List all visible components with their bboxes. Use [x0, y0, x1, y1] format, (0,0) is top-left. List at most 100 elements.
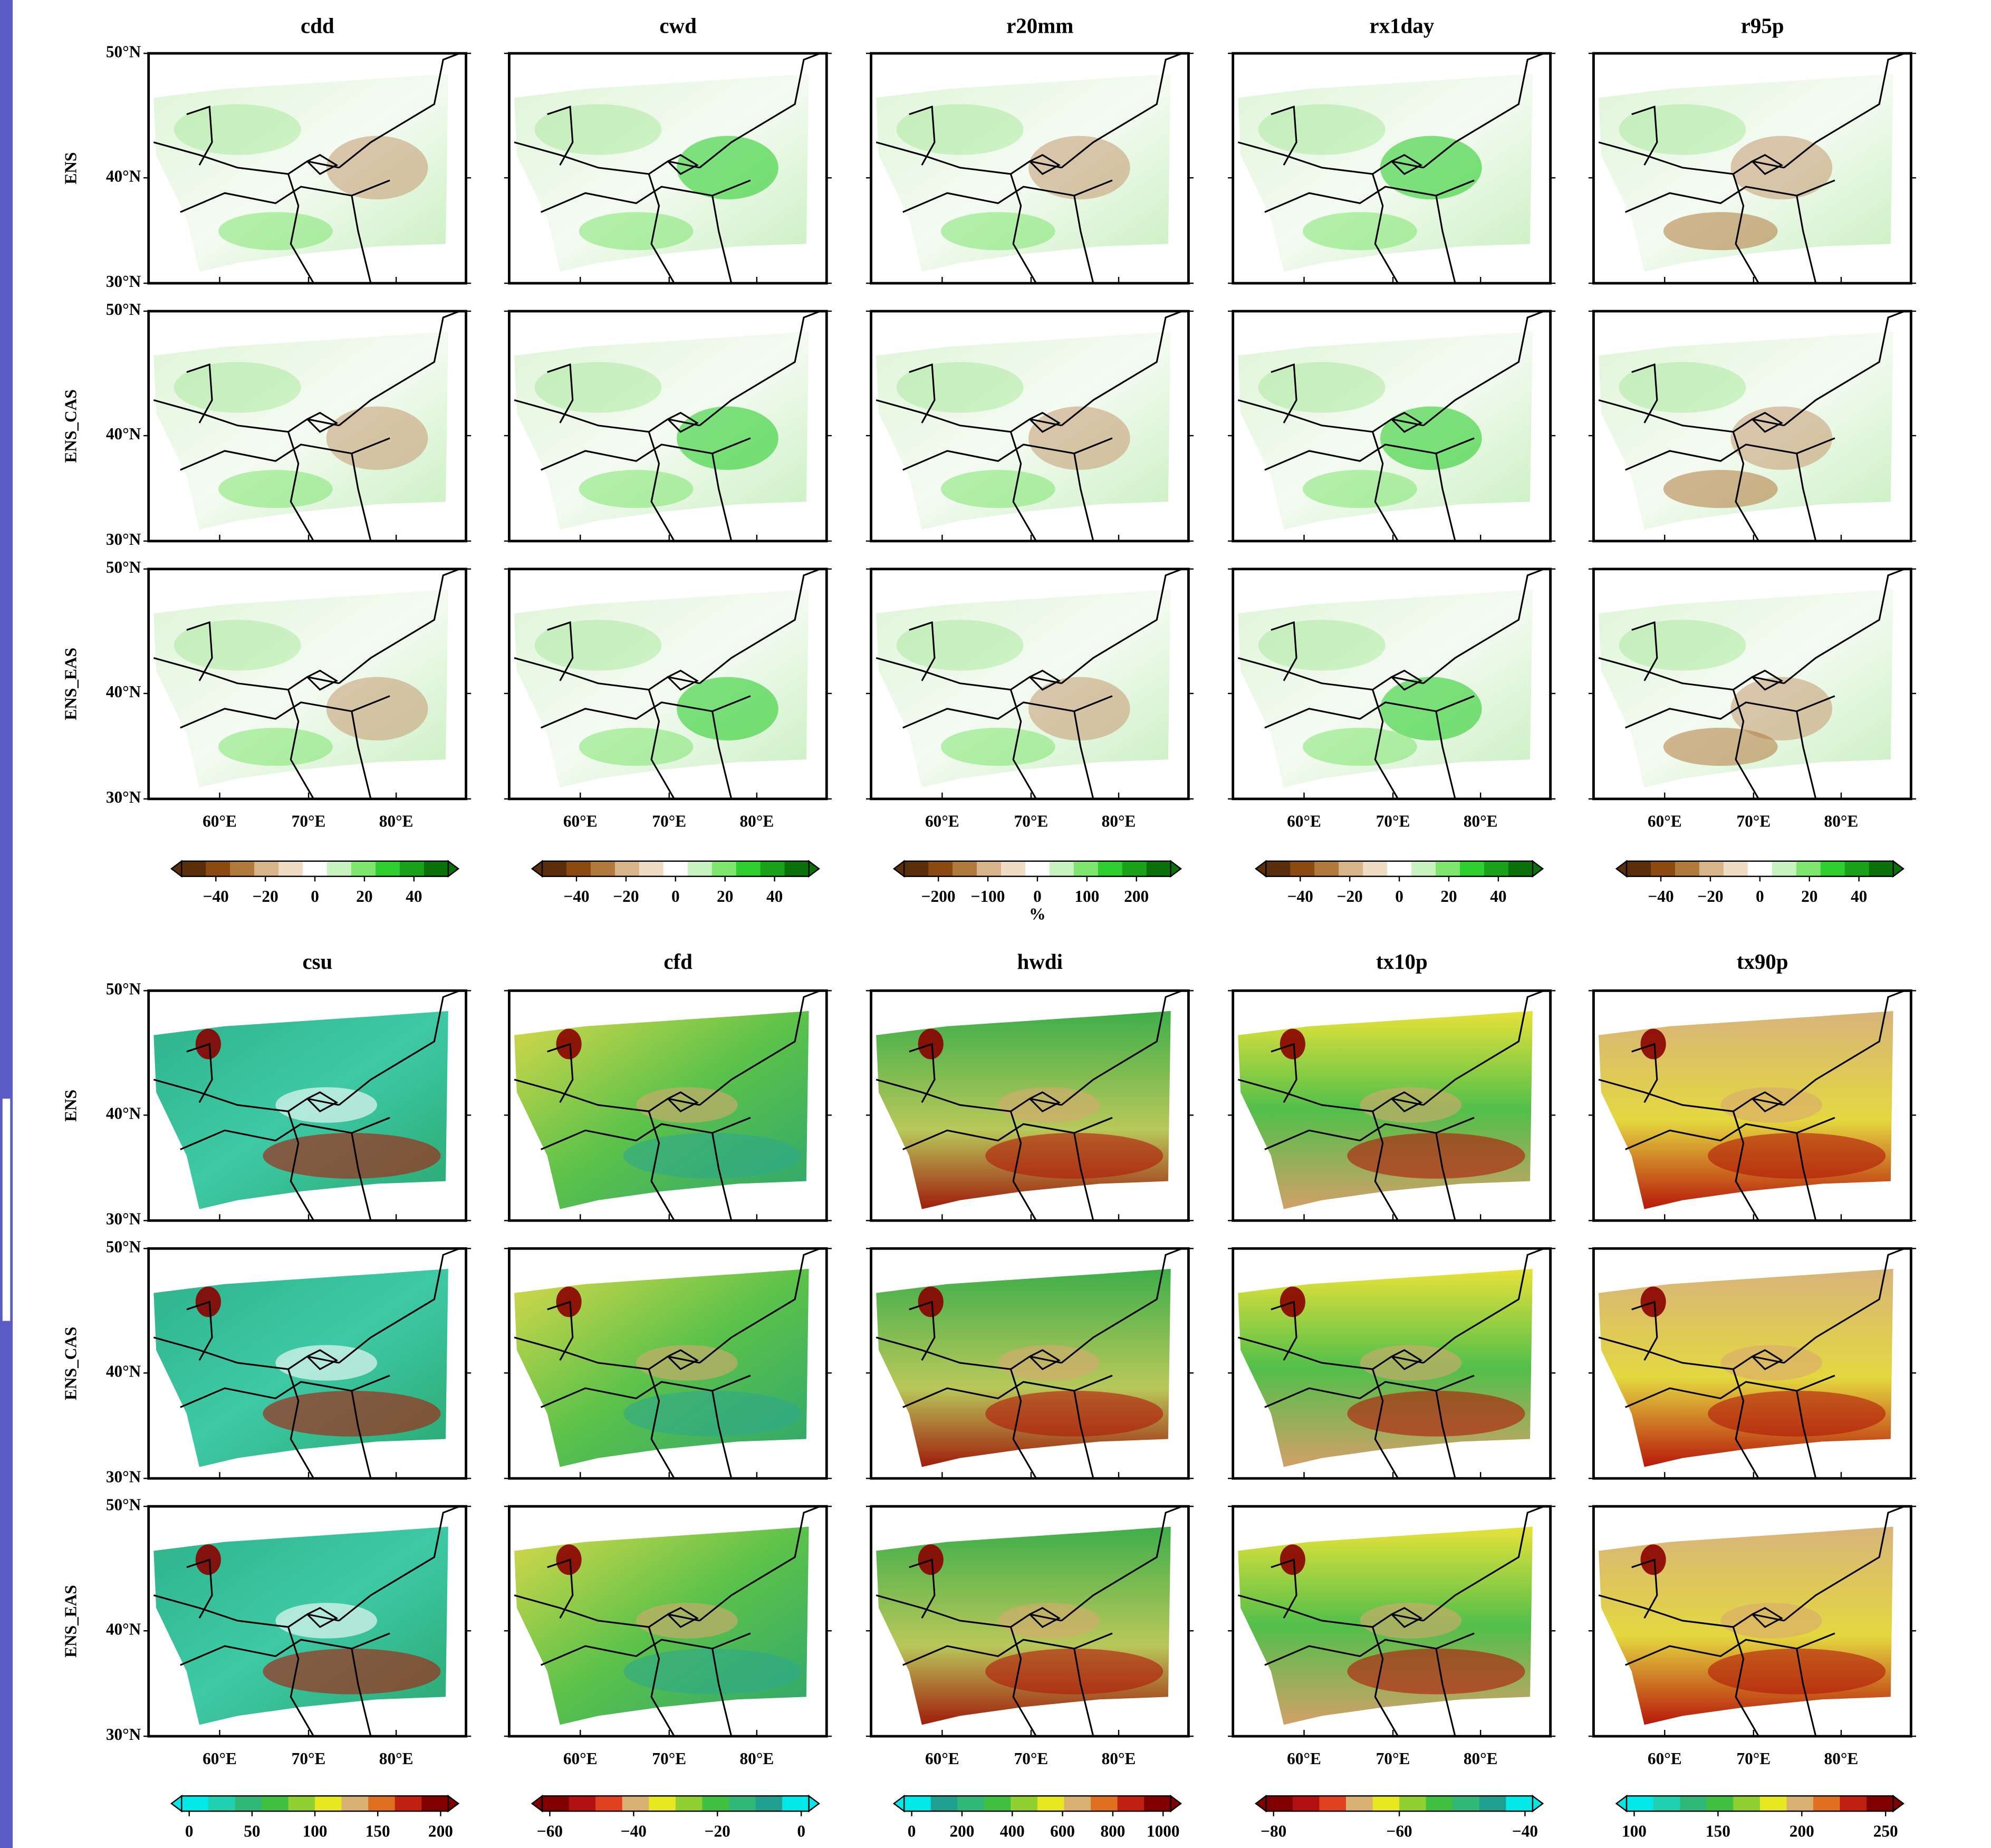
colorbar-swatch [1479, 1796, 1507, 1812]
row-label: ENS_EAS [61, 1585, 80, 1657]
lon-label: 60°E [563, 812, 598, 831]
colorbar-arrow [1892, 860, 1905, 878]
map-panel [1588, 567, 1916, 801]
panel-frame [508, 1505, 828, 1738]
colorbar-swatch [1363, 861, 1388, 877]
country-border [1237, 141, 1424, 175]
country-border [699, 1505, 821, 1622]
colorbar-swatch [1037, 1796, 1065, 1812]
map-panel: 50°N 40°N 30°N ENS_EAS [61, 558, 472, 806]
row-label: ENS_CAS [61, 389, 80, 463]
country-border [547, 1558, 574, 1619]
country-border [1029, 1349, 1061, 1371]
map-blob [998, 1087, 1100, 1123]
country-border [1435, 1390, 1456, 1479]
country-border [1061, 1247, 1182, 1364]
colorbar-swatch [303, 861, 328, 877]
country-border [711, 195, 733, 284]
country-border [667, 1091, 699, 1113]
colorbar-tick-label: 250 [1873, 1822, 1898, 1840]
map-blob [275, 1603, 378, 1639]
colorbar-tick-label: −20 [705, 1822, 730, 1840]
map-blob [636, 1603, 738, 1639]
lat-label: 50°N [106, 1237, 141, 1256]
map-blob [1380, 136, 1482, 200]
colorbar-swatch [1001, 861, 1026, 877]
colorbar-tick-label: 400 [1000, 1822, 1025, 1840]
colorbar-tick-label: −20 [1337, 887, 1363, 906]
panel-frame [1592, 52, 1912, 285]
colorbar-swatch [1733, 1796, 1761, 1812]
colorbar-tick-label: 0 [1395, 887, 1403, 906]
country-border [1372, 689, 1399, 800]
map-blob [896, 362, 1024, 413]
country-border [648, 174, 675, 284]
colorbar-swatch [622, 1796, 649, 1812]
colorbar-swatch [1699, 861, 1724, 877]
country-border [306, 411, 339, 433]
lat-label: 40°N [106, 425, 141, 443]
country-border [1796, 195, 1817, 284]
colorbar-swatch [569, 1796, 596, 1812]
country-border [351, 711, 372, 800]
colorbar-frame [541, 1795, 810, 1812]
map-blob [174, 620, 301, 671]
country-border [1391, 1349, 1423, 1371]
country-border [1271, 105, 1297, 166]
colorbar-swatch [977, 861, 1002, 877]
country-border [1732, 1626, 1759, 1737]
map-blob [677, 677, 778, 741]
colorbar-swatch [1772, 861, 1797, 877]
map-panel [504, 310, 832, 543]
country-border [1752, 1091, 1783, 1113]
lon-label: 80°E [379, 812, 413, 831]
map-panel: 50°N 40°N 30°N ENS_CAS [61, 1237, 472, 1486]
country-border [1625, 1374, 1835, 1408]
map-panel: 50°N 40°N 30°N ENS [61, 980, 472, 1228]
country-border [338, 989, 460, 1106]
map-panel [1588, 52, 1916, 285]
colorbar-frame [903, 1795, 1171, 1812]
colorbar-arrow [1255, 860, 1267, 878]
panel-frame [147, 310, 467, 543]
colorbar-tick-label: 0 [185, 1822, 194, 1840]
colorbar-swatch [1073, 861, 1099, 877]
colorbar-swatch [1411, 861, 1436, 877]
lat-label: 30°N [106, 1210, 141, 1228]
country-border [180, 179, 390, 213]
map-blob [579, 470, 694, 508]
country-border [909, 621, 936, 681]
country-border [699, 568, 821, 684]
country-border [1372, 1369, 1399, 1479]
country-border [1631, 363, 1658, 424]
colorbar-swatch [235, 1796, 262, 1812]
panel-frame [508, 989, 828, 1222]
map-panel [504, 567, 832, 801]
lon-label: 80°E [1824, 812, 1859, 831]
lon-label: 60°E [203, 812, 237, 831]
country-border [1029, 154, 1061, 175]
colorbar: −40 −20 0 20 40 [1255, 860, 1544, 906]
colorbar-swatch [254, 861, 279, 877]
colorbar-swatch [542, 861, 567, 877]
map-blob [275, 1087, 378, 1123]
map-blob [263, 1648, 441, 1695]
colorbar-arrow [808, 860, 820, 878]
colorbar-swatch [1290, 861, 1315, 877]
colorbar-swatch [1813, 1796, 1841, 1812]
colorbar-swatch [1653, 1796, 1680, 1812]
country-border [1752, 1349, 1783, 1371]
colorbar-tick-label: 200 [1124, 887, 1149, 906]
colorbar-swatch [1339, 861, 1363, 877]
colorbar-tick-label: 0 [1033, 887, 1042, 906]
colorbar: 0 50 100 150 200 [170, 1794, 460, 1840]
panel-title: r95p [1741, 14, 1784, 37]
country-border [186, 621, 213, 681]
country-border [1237, 657, 1424, 691]
lon-label: 80°E [379, 1749, 413, 1768]
colorbar-swatch [590, 861, 615, 877]
colorbar-swatch [1796, 861, 1821, 877]
colorbar-swatch [1627, 861, 1651, 877]
country-border [711, 1648, 733, 1737]
